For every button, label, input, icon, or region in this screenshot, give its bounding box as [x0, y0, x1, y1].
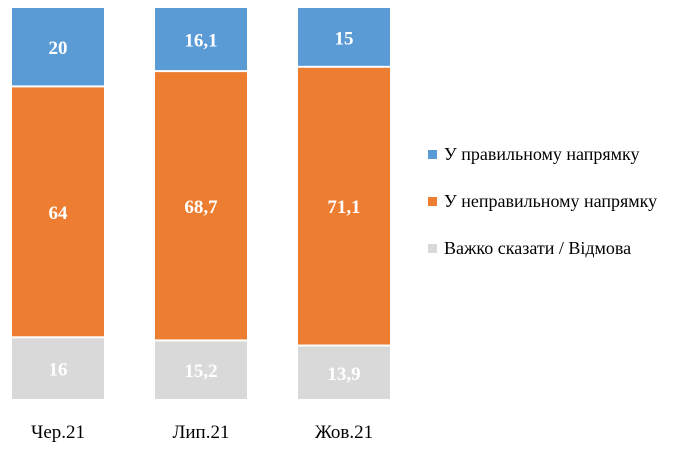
- category-label: Лип.21: [173, 422, 230, 443]
- bar-segment: [12, 8, 104, 86]
- legend-swatch: [428, 150, 437, 159]
- category-label: Жов.21: [315, 422, 373, 443]
- bar-segment: [155, 72, 247, 340]
- data-label: 13,9: [327, 364, 360, 385]
- bar-segment: [155, 341, 247, 399]
- data-label: 15,2: [184, 361, 217, 382]
- bars-group: [12, 8, 390, 399]
- legend-swatch: [428, 197, 437, 206]
- data-label: 20: [49, 38, 68, 59]
- bar-segment: [298, 67, 390, 345]
- bar-segment: [12, 338, 104, 399]
- bar-segment: [155, 8, 247, 71]
- category-label: Чер.21: [31, 422, 85, 443]
- legend-label: Важко сказати / Відмова: [444, 238, 631, 258]
- legend-label: У неправильному напрямку: [444, 191, 657, 211]
- category-labels-group: Чер.21 Лип.21 Жов.21: [31, 422, 373, 443]
- data-label: 71,1: [327, 197, 360, 218]
- bar-segment: [298, 8, 390, 66]
- data-label: 16: [49, 360, 68, 381]
- legend-swatch: [428, 244, 437, 253]
- data-labels-group: 20 64 16 16,1 68,7 15,2 15 71,1 13,9: [49, 28, 361, 384]
- data-label: 68,7: [184, 197, 218, 218]
- bar-segment: [12, 87, 104, 337]
- data-label: 15: [335, 28, 354, 49]
- bar-segment: [298, 346, 390, 399]
- legend: У правильному напрямку У неправильному на…: [428, 144, 657, 258]
- data-label: 16,1: [184, 31, 217, 52]
- legend-label: У правильному напрямку: [444, 144, 640, 164]
- data-label: 64: [49, 203, 69, 224]
